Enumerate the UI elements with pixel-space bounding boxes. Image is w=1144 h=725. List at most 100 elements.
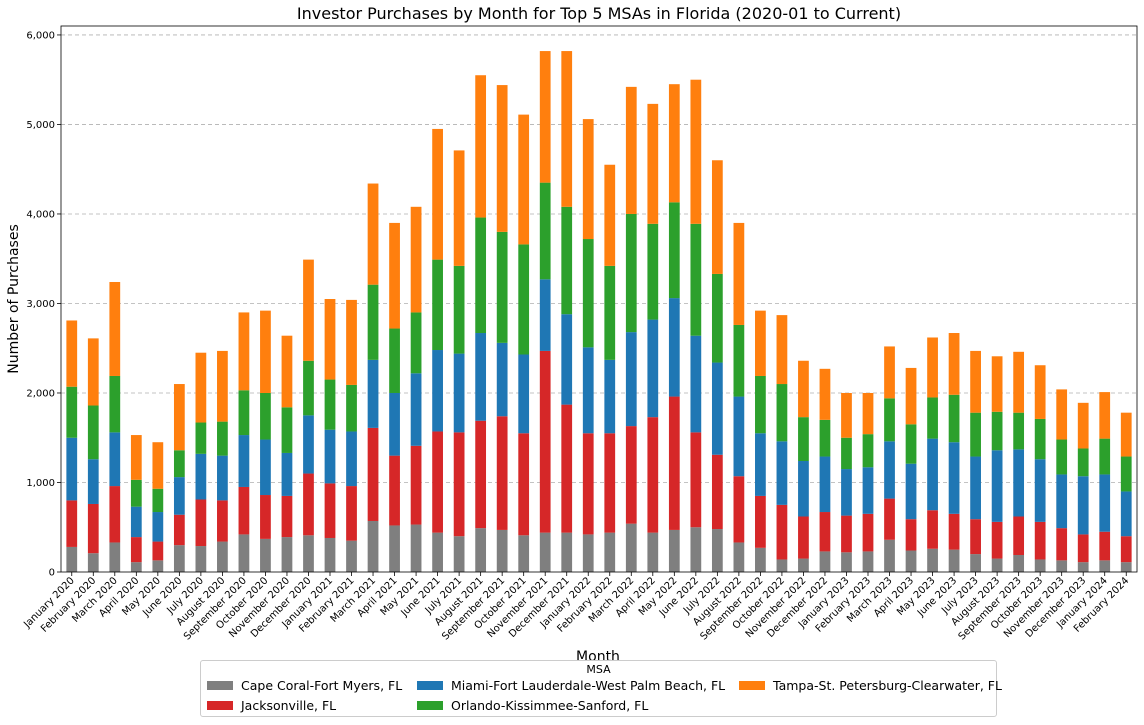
bar-segment [970, 412, 981, 457]
bar-segment [475, 420, 487, 529]
legend: MSA Cape Coral-Fort Myers, FL Jacksonvill… [200, 660, 1002, 717]
bar-segment [303, 415, 314, 474]
bar-segment [733, 222, 745, 325]
bar-segment [432, 431, 443, 533]
bar-segment [87, 459, 99, 504]
bar-segment [518, 535, 530, 572]
bar-segment [453, 265, 465, 354]
bar-segment [367, 183, 379, 285]
bar-segment [1056, 389, 1068, 440]
bar-segment [798, 558, 809, 572]
axes [60, 25, 1138, 573]
bar-segment [798, 360, 809, 418]
bar-segment [604, 433, 616, 533]
bar-segment [346, 384, 357, 432]
bar-segment [346, 431, 357, 487]
bar-segment [798, 461, 809, 517]
bar-segment [1034, 559, 1046, 572]
y-tick-label: 2,000 [26, 388, 55, 399]
bar-segment [260, 310, 271, 393]
bar-segment [647, 417, 659, 533]
bar-segment [66, 500, 78, 547]
bar-segment [711, 273, 723, 363]
bar-segment [819, 456, 831, 513]
stacked-bar-chart: Investor Purchases by Month for Top 5 MS… [6, 4, 1138, 665]
bar-segment [109, 375, 121, 433]
legend-swatch [417, 681, 443, 690]
bar-segment [776, 315, 788, 385]
bar-segment [66, 320, 78, 387]
bar-segment [389, 455, 400, 526]
bar-segment [238, 486, 250, 535]
bar-segment [561, 206, 573, 315]
bar-segment [432, 350, 443, 432]
bar-segment [647, 319, 659, 418]
bar-segment [841, 552, 852, 572]
bar-segment [66, 437, 78, 501]
y-tick-label: 6,000 [26, 30, 55, 41]
bar-segment [238, 435, 250, 487]
bar-segment [690, 79, 702, 224]
bar-segment [475, 333, 487, 421]
bar-segment [690, 527, 702, 572]
bar-segment [496, 342, 508, 417]
legend-item: Cape Coral-Fort Myers, FL [207, 678, 402, 693]
bar-segment [604, 359, 616, 434]
bar-segment [991, 450, 1003, 522]
y-tick-label: 1,000 [26, 478, 55, 489]
y-axis-label: Number of Purchases [6, 224, 22, 374]
bar-segment [130, 537, 142, 563]
bar-segment [561, 51, 573, 207]
bar-segment [173, 477, 185, 515]
bar-segment [970, 456, 981, 520]
bar-segment [1099, 438, 1111, 475]
bar-segment [389, 328, 400, 393]
bar-segment [582, 534, 594, 572]
bar-segment [1099, 560, 1111, 572]
bar-segment [625, 523, 637, 572]
bar-segment [87, 405, 99, 460]
bar-segment [948, 513, 960, 550]
bar-segment [1077, 562, 1089, 572]
bar-segment [862, 551, 874, 572]
bar-segment [1056, 560, 1068, 572]
bar-segment [453, 432, 465, 537]
bar-segment [260, 538, 271, 572]
bar-segment [130, 562, 142, 572]
bar-segment [238, 312, 250, 391]
bar-segment [905, 463, 917, 520]
bar-segment [281, 335, 293, 408]
bar-segment [884, 441, 895, 499]
bar-segment [604, 532, 616, 572]
chart-title: Investor Purchases by Month for Top 5 MS… [297, 4, 901, 23]
bar-segment [518, 244, 530, 355]
bar-segment [1034, 418, 1046, 460]
bar-segment [539, 350, 551, 533]
bar-segment [755, 375, 766, 434]
bar-segment [453, 150, 465, 266]
bar-segment [109, 281, 121, 376]
bar-segment [453, 536, 465, 572]
bar-segment [238, 534, 250, 572]
bar-segment [884, 346, 895, 399]
bar-segment [173, 384, 185, 451]
bar-segment [217, 455, 228, 501]
bar-segment [690, 223, 702, 336]
bar-segment [195, 546, 207, 572]
bar-segment [109, 542, 121, 572]
bar-segment [152, 442, 164, 489]
bar-segment [195, 499, 207, 547]
bar-segment [755, 547, 766, 572]
bar-segment [625, 332, 637, 427]
bar-segment [668, 84, 680, 203]
bar-segment [668, 396, 680, 530]
bar-segment [324, 537, 336, 572]
bar-segment [884, 398, 895, 442]
bar-segment [561, 314, 573, 405]
bar-segment [1099, 474, 1111, 532]
bar-segment [991, 356, 1003, 412]
legend-item: Jacksonville, FL [207, 698, 336, 713]
bar-segment [410, 524, 422, 572]
bar-segment [970, 519, 981, 555]
bar-segment [647, 103, 659, 224]
